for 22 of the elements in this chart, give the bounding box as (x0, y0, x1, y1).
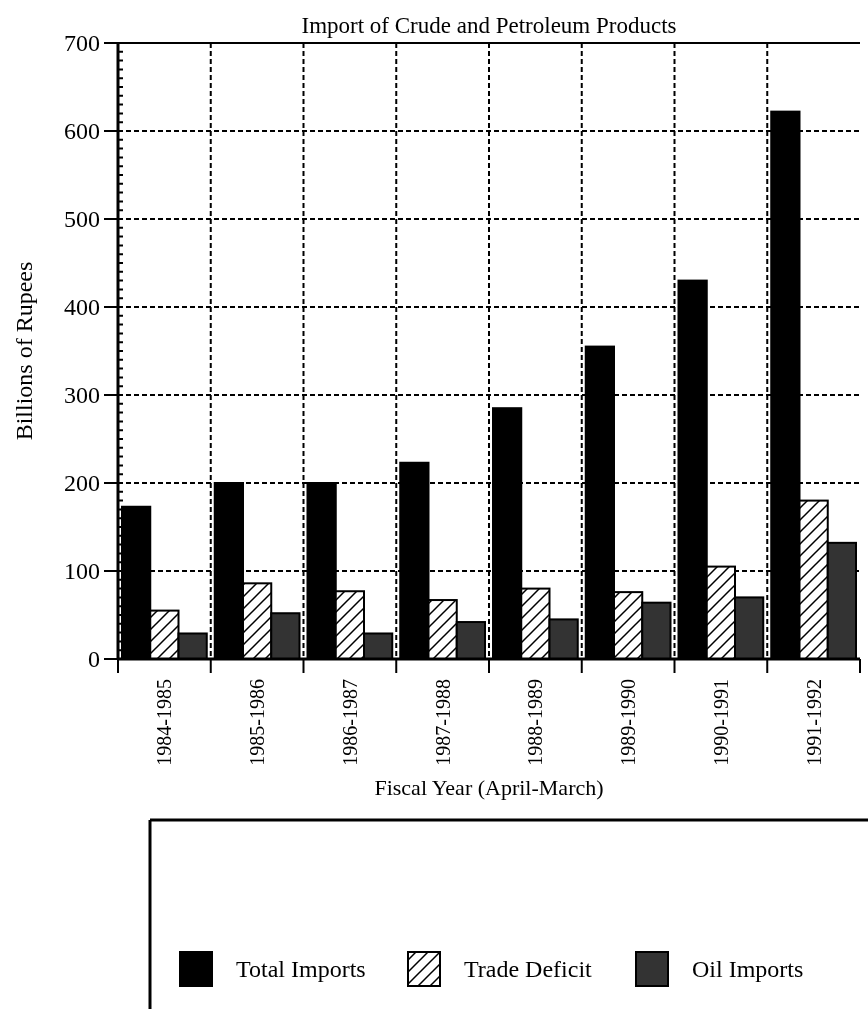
x-tick-label: 1984-1985 (153, 679, 176, 766)
y-tick-label: 300 (64, 382, 100, 409)
y-tick-label: 700 (64, 30, 100, 57)
y-tick-label: 100 (64, 558, 100, 585)
legend-label: Oil Imports (692, 956, 804, 983)
x-tick-label: 1987-1988 (431, 679, 454, 766)
legend-label: Total Imports (236, 956, 366, 983)
x-tick-label: 1989-1990 (617, 679, 640, 766)
y-axis-title: Billions of Rupees (11, 261, 37, 441)
x-tick-label: 1985-1986 (246, 679, 269, 766)
x-tick-label: 1990-1991 (709, 679, 732, 766)
legend-label: Trade Deficit (464, 956, 593, 983)
x-tick-label: 1988-1989 (524, 679, 547, 766)
y-tick-label: 600 (64, 118, 100, 145)
y-tick-label: 0 (88, 646, 100, 673)
chart-title: Import of Crude and Petroleum Products (301, 13, 677, 38)
y-tick-label: 200 (64, 470, 100, 497)
y-tick-label: 400 (64, 294, 100, 321)
x-tick-label: 1986-1987 (338, 679, 361, 766)
x-tick-label: 1991-1992 (802, 679, 825, 766)
x-axis-title: Fiscal Year (April-March) (374, 775, 604, 800)
y-tick-label: 500 (64, 206, 100, 233)
